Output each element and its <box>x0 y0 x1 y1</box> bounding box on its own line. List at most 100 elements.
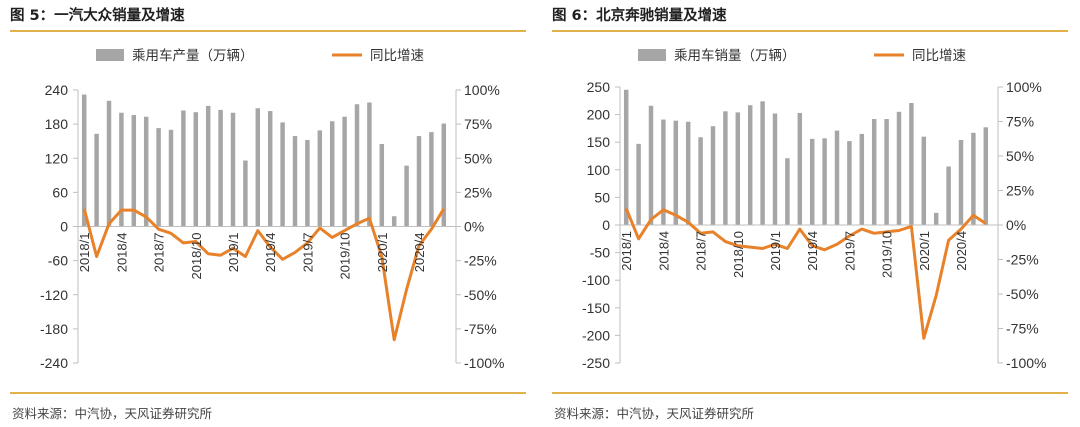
bar <box>317 130 323 227</box>
y-right-tick-label: 0% <box>1006 217 1026 233</box>
bar <box>168 129 174 227</box>
bar <box>648 105 654 225</box>
legend: 乘用车产量（万辆） 同比增速 <box>96 47 424 63</box>
source-note: 资料来源：中汽协，天风证券研究所 <box>554 406 755 421</box>
bar <box>94 133 99 227</box>
bar <box>106 100 112 227</box>
y-right-tick-label: 0% <box>464 219 484 235</box>
figure-title: 图 5：一汽大众销量及增速 <box>10 8 185 24</box>
y-left-tick-label: -150 <box>582 300 610 316</box>
bar <box>797 112 803 225</box>
bar <box>785 158 790 225</box>
bar <box>983 127 989 225</box>
y-right-tick-label: -50% <box>1006 286 1039 302</box>
bar <box>243 160 248 227</box>
x-tick-label: 2019/10 <box>338 233 353 280</box>
bar <box>909 103 914 225</box>
bar <box>723 111 728 225</box>
y-left-tick-label: 180 <box>45 116 69 132</box>
x-tick-label: 2020/4 <box>954 231 969 271</box>
bar <box>698 137 703 225</box>
y-right-tick-label: 25% <box>1006 183 1034 199</box>
chart-panel-right: 图 6：北京奔驰销量及增速 250 200 150 100 50 0 -50 -100 -150… <box>552 0 1072 427</box>
y-left-tick-label: -60 <box>48 253 68 269</box>
bar <box>404 165 409 227</box>
y-left-tick-label: 0 <box>60 219 68 235</box>
y-left-tick-label: -180 <box>40 321 68 337</box>
bar <box>181 110 186 227</box>
bar <box>280 122 285 227</box>
source-rule <box>552 392 1068 394</box>
bar <box>884 119 889 225</box>
x-tick-label: 2018/10 <box>731 231 746 278</box>
bar <box>255 108 261 227</box>
y-right-tick-label: -75% <box>464 321 497 337</box>
y-right-tick-label: -50% <box>464 287 497 303</box>
bar <box>946 166 951 225</box>
y-right-tick-label: 25% <box>464 184 492 200</box>
legend-label-bar: 乘用车销量（万辆） <box>674 47 796 63</box>
x-tick-label: 2019/4 <box>263 233 278 273</box>
y-right-tick-label: -100% <box>1006 355 1046 371</box>
x-tick-label: 2020/1 <box>917 231 932 271</box>
bar <box>859 133 865 225</box>
bar <box>871 119 877 225</box>
x-tick-label: 2019/7 <box>842 231 857 271</box>
bar <box>933 212 939 225</box>
bar <box>305 140 310 227</box>
y-left-tick-label: 0 <box>602 217 610 233</box>
y-left-tick-label: 120 <box>45 150 69 166</box>
y-left-tick-label: 200 <box>587 107 611 123</box>
y-right-tick-label: 75% <box>1006 114 1034 130</box>
y-left-tick-label: 250 <box>587 79 611 95</box>
chart-svg: 240 180 120 60 0 -60 -120 -180 -240 100% 75% 50% 25%… <box>40 47 505 371</box>
x-tick-label: 2019/7 <box>300 233 315 273</box>
bar <box>685 121 691 225</box>
x-tick-label: 2019/10 <box>880 231 895 278</box>
y-right-tick-label: -25% <box>464 253 497 269</box>
bar <box>329 121 335 227</box>
x-tick-label: 2018/10 <box>189 233 204 280</box>
x-tick-label: 2018/4 <box>114 233 129 273</box>
bar <box>809 138 815 225</box>
growth-line <box>624 207 987 340</box>
bar <box>429 132 434 227</box>
chart-svg: 250 200 150 100 50 0 -50 -100 -150 -200 -250 100% 75… <box>582 47 1047 371</box>
bar <box>119 112 124 227</box>
chart-panel-left: 图 5：一汽大众销量及增速 240 180 120 60 0 -60 -120 -180 -24… <box>10 0 530 427</box>
x-tick-label: 2019/4 <box>805 231 820 271</box>
x-tick-label: 2018/7 <box>694 231 709 271</box>
bar <box>156 128 161 227</box>
y-left-tick-label: -120 <box>40 287 68 303</box>
bar <box>834 130 840 225</box>
bar <box>847 141 852 225</box>
bar <box>342 116 347 227</box>
source-note: 资料来源：中汽协，天风证券研究所 <box>12 406 213 421</box>
legend-swatch-bar <box>96 49 124 61</box>
bar <box>710 126 716 225</box>
bar <box>772 113 778 225</box>
x-tick-label: 2018/7 <box>152 233 167 273</box>
y-left-tick-label: 240 <box>45 82 69 98</box>
bar <box>354 104 360 227</box>
bar <box>760 101 765 225</box>
bar <box>267 111 273 227</box>
x-tick-label: 2018/4 <box>656 231 671 271</box>
title-rule <box>552 30 1068 32</box>
bar <box>416 136 422 227</box>
bar <box>391 216 397 227</box>
source-rule <box>10 392 526 394</box>
bar <box>441 123 447 227</box>
x-tick-label: 2018/1 <box>77 233 92 273</box>
legend-label-line: 同比增速 <box>370 48 424 63</box>
bar <box>896 111 902 225</box>
bar <box>747 105 753 225</box>
y-left-tick-label: -240 <box>40 355 68 371</box>
bar <box>81 94 87 227</box>
x-tick-label: 2019/1 <box>768 231 783 271</box>
x-tick-label: 2020/4 <box>412 233 427 273</box>
y-right-tick-label: 50% <box>1006 148 1034 164</box>
bar <box>218 109 223 227</box>
growth-line <box>82 208 446 342</box>
bar <box>367 102 372 227</box>
